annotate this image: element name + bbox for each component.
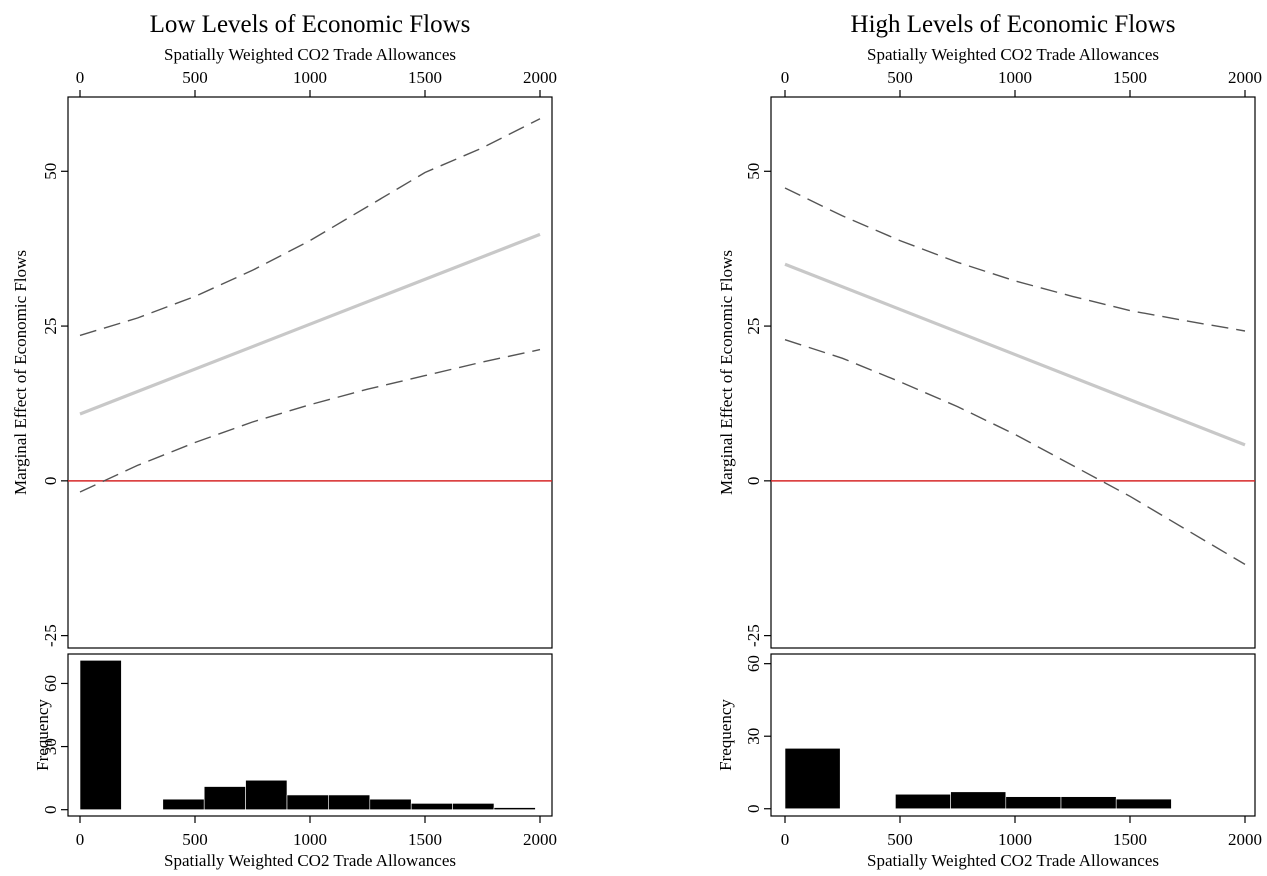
histogram-y-tick-label: 60 [41,675,60,692]
y-axis-label: Marginal Effect of Economic Flows [717,250,736,495]
lower-bound-line [79,348,541,493]
histogram-bar [203,786,246,810]
histogram-bar [950,791,1007,810]
bottom-x-tick-label: 1000 [293,830,327,849]
top-x-tick-label: 0 [76,68,85,87]
histogram-bar [328,794,371,810]
histogram-bar [1005,796,1062,810]
bottom-x-tick-label: 0 [781,830,790,849]
x-axis-label: Spatially Weighted CO2 Trade Allowances [867,851,1159,870]
histogram-bar [1115,798,1172,810]
estimate-line [79,232,541,416]
y-tick-label: 50 [41,163,60,180]
histogram-y-tick-label: 0 [744,804,763,813]
y-tick-label: 0 [744,477,763,486]
main-plot-frame [67,96,553,649]
x-axis-label: Spatially Weighted CO2 Trade Allowances [164,851,456,870]
top-x-tick-label: 2000 [523,68,557,87]
top-x-tick-label: 2000 [1228,68,1262,87]
histogram-y-label: Frequency [716,699,735,771]
chart-title: High Levels of Economic Flows [851,11,1176,38]
histogram-y-tick-label: 30 [744,728,763,745]
histogram-bar [369,798,412,810]
histogram-bar [79,660,122,810]
histogram-bar [286,794,329,810]
top-x-tick-label: 500 [182,68,208,87]
top-x-tick-label: 1000 [998,68,1032,87]
top-x-tick-label: 0 [781,68,790,87]
top-axis-label: Spatially Weighted CO2 Trade Allowances [164,45,456,64]
bottom-x-tick-label: 500 [887,830,913,849]
histogram-bar [245,779,288,810]
panel-low: Low Levels of Economic Flows Spatially We… [11,11,557,870]
y-tick-label: 25 [744,318,763,335]
histogram-bar [784,747,841,810]
histogram-bar [493,807,536,810]
lower-bound-line [784,339,1246,566]
histogram-y-tick-label: 0 [41,805,60,814]
chart-title: Low Levels of Economic Flows [150,11,471,38]
y-tick-label: -25 [41,624,60,647]
bottom-x-tick-label: 0 [76,830,85,849]
histogram-bar [895,793,951,810]
bottom-x-tick-label: 1500 [408,830,442,849]
estimate-line [784,262,1246,447]
top-x-tick-label: 1000 [293,68,327,87]
histogram-y-tick-label: 60 [744,655,763,672]
y-tick-label: -25 [744,624,763,647]
histogram-y-tick-label: 30 [41,738,60,755]
bottom-x-tick-label: 2000 [1228,830,1262,849]
top-x-tick-label: 1500 [1113,68,1147,87]
y-tick-label: 50 [744,163,763,180]
y-tick-label: 25 [41,318,60,335]
histogram-bar [452,803,495,810]
histogram-frame [67,653,553,817]
histogram-frame [770,653,1256,817]
y-tick-label: 0 [41,477,60,486]
top-x-tick-label: 500 [887,68,913,87]
main-plot-frame [770,96,1256,649]
y-axis-label: Marginal Effect of Economic Flows [11,250,30,495]
upper-bound-line [784,187,1246,332]
histogram-bar [1060,796,1117,810]
top-axis-label: Spatially Weighted CO2 Trade Allowances [867,45,1159,64]
top-x-tick-label: 1500 [408,68,442,87]
histogram-y-label: Frequency [33,699,52,771]
bottom-x-tick-label: 500 [182,830,208,849]
upper-bound-line [79,118,541,337]
histogram-bar [162,798,205,810]
bottom-x-tick-label: 1000 [998,830,1032,849]
panel-high: High Levels of Economic Flows Spatially W… [716,11,1262,870]
bottom-x-tick-label: 1500 [1113,830,1147,849]
bottom-x-tick-label: 2000 [523,830,557,849]
histogram-bar [410,803,453,810]
